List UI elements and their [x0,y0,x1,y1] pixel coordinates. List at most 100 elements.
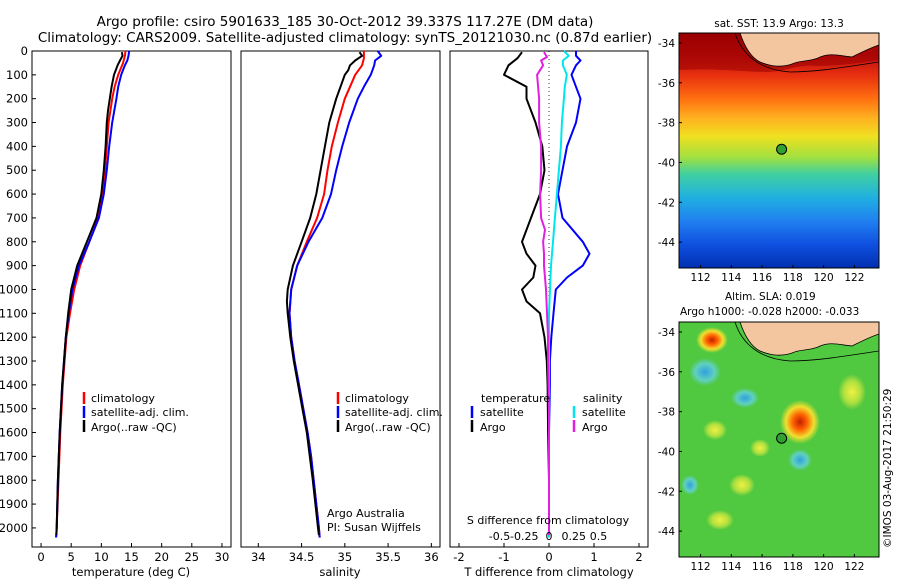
sla-high-3 [838,374,866,410]
salinity-x-axis-label: salinity [319,565,360,579]
temperature-series-group [55,50,131,538]
t-tick-label: 1 [590,550,597,564]
s-tick-label: -0.5 [489,530,510,543]
sal-annotation-line1: Argo Australia [327,507,405,520]
depth-tick-label: 400 [6,139,28,153]
sla-cool-eddy-3 [788,449,812,471]
depth-tick-label: 100 [6,68,28,82]
lat-tick-label: -36 [658,367,675,379]
sst-map-frame [678,32,880,269]
sla-map-ticks: 112 114 116 118 120 122 -34 -36 -38 -40 -42 -44 [658,327,865,573]
sla-warm-eddy-2 [780,400,820,444]
sla-warm-eddy-1 [696,327,728,353]
salinity-axes-frame [240,50,441,548]
imos-timestamp: ©IMOS 03-Aug-2017 21:50:29 [882,389,894,548]
x-tick-label: 35 [338,550,353,564]
t-tick-label: -1 [498,550,509,564]
sla-cool-eddy-2 [731,388,759,408]
x-tick-label: 0 [37,550,44,564]
x-tick-label: 10 [94,550,109,564]
sal-legend-argo-label: Argo(..raw -QC) [345,421,431,434]
lon-tick-label: 118 [783,272,803,284]
lat-tick-label: -36 [658,78,675,90]
t-tick-label: 2 [635,550,642,564]
sal-legend-climatology-label: climatology [345,392,409,405]
x-tick-label: 30 [215,550,230,564]
salinity-climatology-line [288,51,365,538]
salinity-argo-line [285,51,364,536]
temperature-axes-frame [31,50,232,548]
depth-tick-label: 1300 [0,354,28,368]
sla-cool-eddy-1 [689,358,721,386]
x-tick-label: 5 [68,550,75,564]
lon-tick-label: 120 [814,561,834,573]
lon-tick-label: 122 [844,272,864,284]
sla-map-title-line1: Altim. SLA: 0.019 [725,291,816,303]
depth-tick-label: 500 [6,163,28,177]
x-tick-label: 34 [251,550,266,564]
depth-tick-label: 1200 [0,330,28,344]
s-tick-label: 0.25 [562,530,587,543]
difference-t-ticks: -2 -1 0 1 2 [453,543,643,564]
sla-high-1 [703,420,727,440]
sla-map-title-line2: Argo h1000: -0.028 h2000: -0.033 [680,306,859,318]
depth-tick-label: 1100 [0,306,28,320]
sla-shelf-contour [734,322,879,362]
x-tick-label: 36 [424,550,439,564]
t-tick-label: -2 [453,550,464,564]
depth-tick-label: 1700 [0,449,28,463]
lat-tick-label: -34 [658,327,675,339]
lon-tick-label: 120 [814,272,834,284]
x-tick-label: 35.5 [375,550,401,564]
figure-title-line1: Argo profile: csiro 5901633_185 30-Oct-2… [97,14,594,30]
lat-tick-label: -44 [658,237,675,249]
salinity-x-ticks: 34 34.5 35 35.5 36 [251,543,439,564]
x-tick-label: 20 [154,550,169,564]
lon-tick-label: 116 [752,272,772,284]
lon-tick-label: 112 [691,272,711,284]
legend-salinity-header: salinity [583,392,623,405]
s-tick-label: 0 [546,530,553,543]
depth-tick-label: 1900 [0,497,28,511]
sla-argo-marker [776,432,788,444]
salinity-series-group [285,50,383,538]
x-tick-label: 15 [124,550,139,564]
sal-legend-satellite-label: satellite-adj. clim. [345,406,443,419]
difference-panel: -2 -1 0 1 2 -0.5 -0.25 0 0.25 0.5 S difference f… [449,50,649,579]
depth-tick-label: 600 [6,187,28,201]
salinity-satellite-line [288,50,383,538]
sla-high-5 [706,510,734,530]
legend-t-satellite-label: satellite [480,406,524,419]
depth-y-ticks: 0 100 200 300 400 500 600 700 800 900 1000 1100 1200… [0,44,36,535]
legend-t-argo-label: Argo [480,421,506,434]
sst-argo-marker [776,143,788,155]
legend-s-argo-label: Argo [582,421,608,434]
depth-tick-label: 1000 [0,282,28,296]
temperature-satellite-line [55,50,131,538]
temperature-climatology-line [55,50,127,538]
sla-cool-eddy-4 [681,475,699,495]
lon-tick-label: 122 [844,561,864,573]
legend-s-satellite-label: satellite [582,406,626,419]
lat-tick-label: -40 [658,446,675,458]
lat-tick-label: -42 [658,197,675,209]
lon-tick-label: 114 [721,561,741,573]
legend-climatology-label: climatology [91,392,155,405]
sst-map-ticks: 112 114 116 118 120 122 -34 -36 -38 -40 -42 -44 [658,38,865,284]
s-tick-label: -0.25 [510,530,538,543]
difference-series-group [503,50,591,538]
lat-tick-label: -44 [658,526,675,538]
lat-tick-label: -38 [658,118,675,130]
temperature-x-ticks: 0 5 10 15 20 25 30 [37,543,229,564]
lon-tick-label: 112 [691,561,711,573]
depth-tick-label: 900 [6,259,28,273]
sla-map-frame [678,321,880,558]
difference-s-ticks: -0.5 -0.25 0 0.25 0.5 [489,530,607,543]
sla-map-panel: Altim. SLA: 0.019 Argo h1000: -0.028 h20… [658,291,880,573]
difference-s_argo-line [536,51,550,536]
lat-tick-label: -42 [658,486,675,498]
difference-legend: temperature satellite Argo salinity sate… [470,392,626,434]
difference-t_satellite-line [548,51,591,538]
sst-shelf-contour [734,33,879,73]
